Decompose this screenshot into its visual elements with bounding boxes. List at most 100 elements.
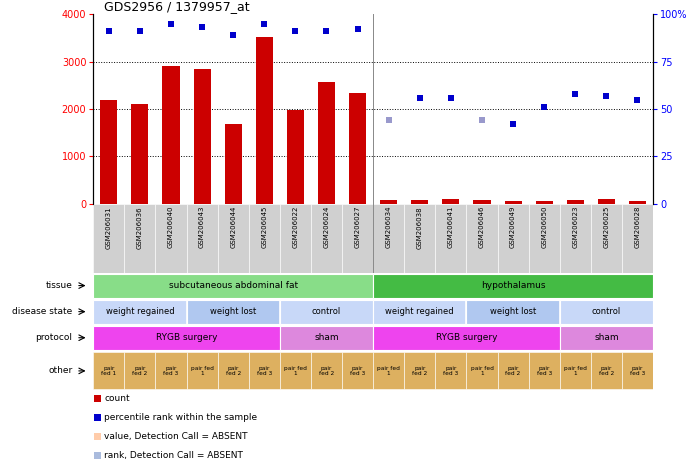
Bar [93, 300, 187, 324]
Bar [225, 124, 242, 204]
Bar [218, 352, 249, 390]
Bar [373, 273, 653, 298]
Text: tissue: tissue [46, 281, 73, 290]
Bar [93, 204, 124, 273]
Text: pair fed
1: pair fed 1 [377, 366, 400, 376]
Bar [529, 204, 560, 273]
Bar [280, 300, 373, 324]
Bar [536, 201, 553, 204]
Text: count: count [104, 394, 130, 402]
Text: pair
fed 3: pair fed 3 [536, 366, 552, 376]
Bar [342, 204, 373, 273]
Bar [466, 204, 498, 273]
Text: GSM206046: GSM206046 [479, 206, 485, 248]
Text: pair
fed 2: pair fed 2 [225, 366, 241, 376]
Text: weight lost: weight lost [210, 307, 256, 316]
Bar [473, 200, 491, 204]
Bar [560, 300, 653, 324]
Bar [94, 414, 101, 421]
Text: GSM206045: GSM206045 [261, 206, 267, 248]
Text: GSM206027: GSM206027 [354, 206, 361, 248]
Bar [155, 352, 187, 390]
Bar [187, 300, 280, 324]
Text: GSM206036: GSM206036 [137, 206, 143, 248]
Bar [287, 110, 304, 204]
Bar [560, 204, 591, 273]
Bar [155, 204, 187, 273]
Bar [187, 352, 218, 390]
Bar [466, 352, 498, 390]
Bar [124, 352, 155, 390]
Bar [256, 37, 273, 204]
Text: pair
fed 1: pair fed 1 [102, 366, 116, 376]
Bar [404, 204, 435, 273]
Bar [94, 395, 101, 402]
Text: percentile rank within the sample: percentile rank within the sample [104, 413, 258, 421]
Text: control: control [312, 307, 341, 316]
Bar [373, 204, 404, 273]
Bar [93, 326, 280, 350]
Text: GSM206025: GSM206025 [603, 206, 609, 248]
Bar [373, 326, 560, 350]
Text: pair
fed 2: pair fed 2 [412, 366, 428, 376]
Text: pair
fed 3: pair fed 3 [443, 366, 459, 376]
Text: GSM206023: GSM206023 [572, 206, 578, 248]
Bar [435, 204, 466, 273]
Text: GSM206038: GSM206038 [417, 206, 423, 248]
Bar [591, 352, 622, 390]
Text: pair
fed 3: pair fed 3 [256, 366, 272, 376]
Text: GSM206044: GSM206044 [230, 206, 236, 248]
Bar [131, 104, 149, 204]
Bar [380, 200, 397, 204]
Text: sham: sham [594, 333, 618, 342]
Bar [280, 352, 311, 390]
Text: pair
fed 3: pair fed 3 [350, 366, 366, 376]
Text: weight regained: weight regained [106, 307, 174, 316]
Bar [567, 200, 584, 204]
Text: pair fed
1: pair fed 1 [191, 366, 214, 376]
Bar [187, 204, 218, 273]
Text: weight lost: weight lost [490, 307, 536, 316]
Bar [124, 204, 155, 273]
Bar [342, 352, 373, 390]
Bar [560, 352, 591, 390]
Bar [93, 273, 373, 298]
Bar [504, 201, 522, 204]
Bar [249, 204, 280, 273]
Bar [93, 352, 124, 390]
Bar [280, 326, 373, 350]
Bar [94, 433, 101, 440]
Text: GSM206050: GSM206050 [541, 206, 547, 248]
Text: GSM206041: GSM206041 [448, 206, 454, 248]
Text: GSM206043: GSM206043 [199, 206, 205, 248]
Text: value, Detection Call = ABSENT: value, Detection Call = ABSENT [104, 432, 248, 440]
Bar [373, 300, 466, 324]
Text: RYGB surgery: RYGB surgery [435, 333, 498, 342]
Bar [280, 204, 311, 273]
Text: pair
fed 2: pair fed 2 [319, 366, 334, 376]
Text: GSM206034: GSM206034 [386, 206, 392, 248]
Text: subcutaneous abdominal fat: subcutaneous abdominal fat [169, 281, 298, 290]
Bar [598, 199, 615, 204]
Bar [591, 204, 622, 273]
Bar [311, 204, 342, 273]
Bar [404, 352, 435, 390]
Text: pair fed
1: pair fed 1 [471, 366, 493, 376]
Text: rank, Detection Call = ABSENT: rank, Detection Call = ABSENT [104, 451, 243, 459]
Bar [349, 93, 366, 204]
Bar [498, 204, 529, 273]
Bar [622, 204, 653, 273]
Text: RYGB surgery: RYGB surgery [155, 333, 218, 342]
Bar [249, 352, 280, 390]
Text: disease state: disease state [12, 307, 73, 316]
Text: pair fed
1: pair fed 1 [284, 366, 307, 376]
Bar [560, 326, 653, 350]
Bar [442, 199, 460, 204]
Text: pair
fed 3: pair fed 3 [163, 366, 179, 376]
Bar [162, 66, 180, 204]
Text: pair
fed 2: pair fed 2 [598, 366, 614, 376]
Text: sham: sham [314, 333, 339, 342]
Text: protocol: protocol [35, 333, 73, 342]
Bar [629, 201, 646, 204]
Bar [435, 352, 466, 390]
